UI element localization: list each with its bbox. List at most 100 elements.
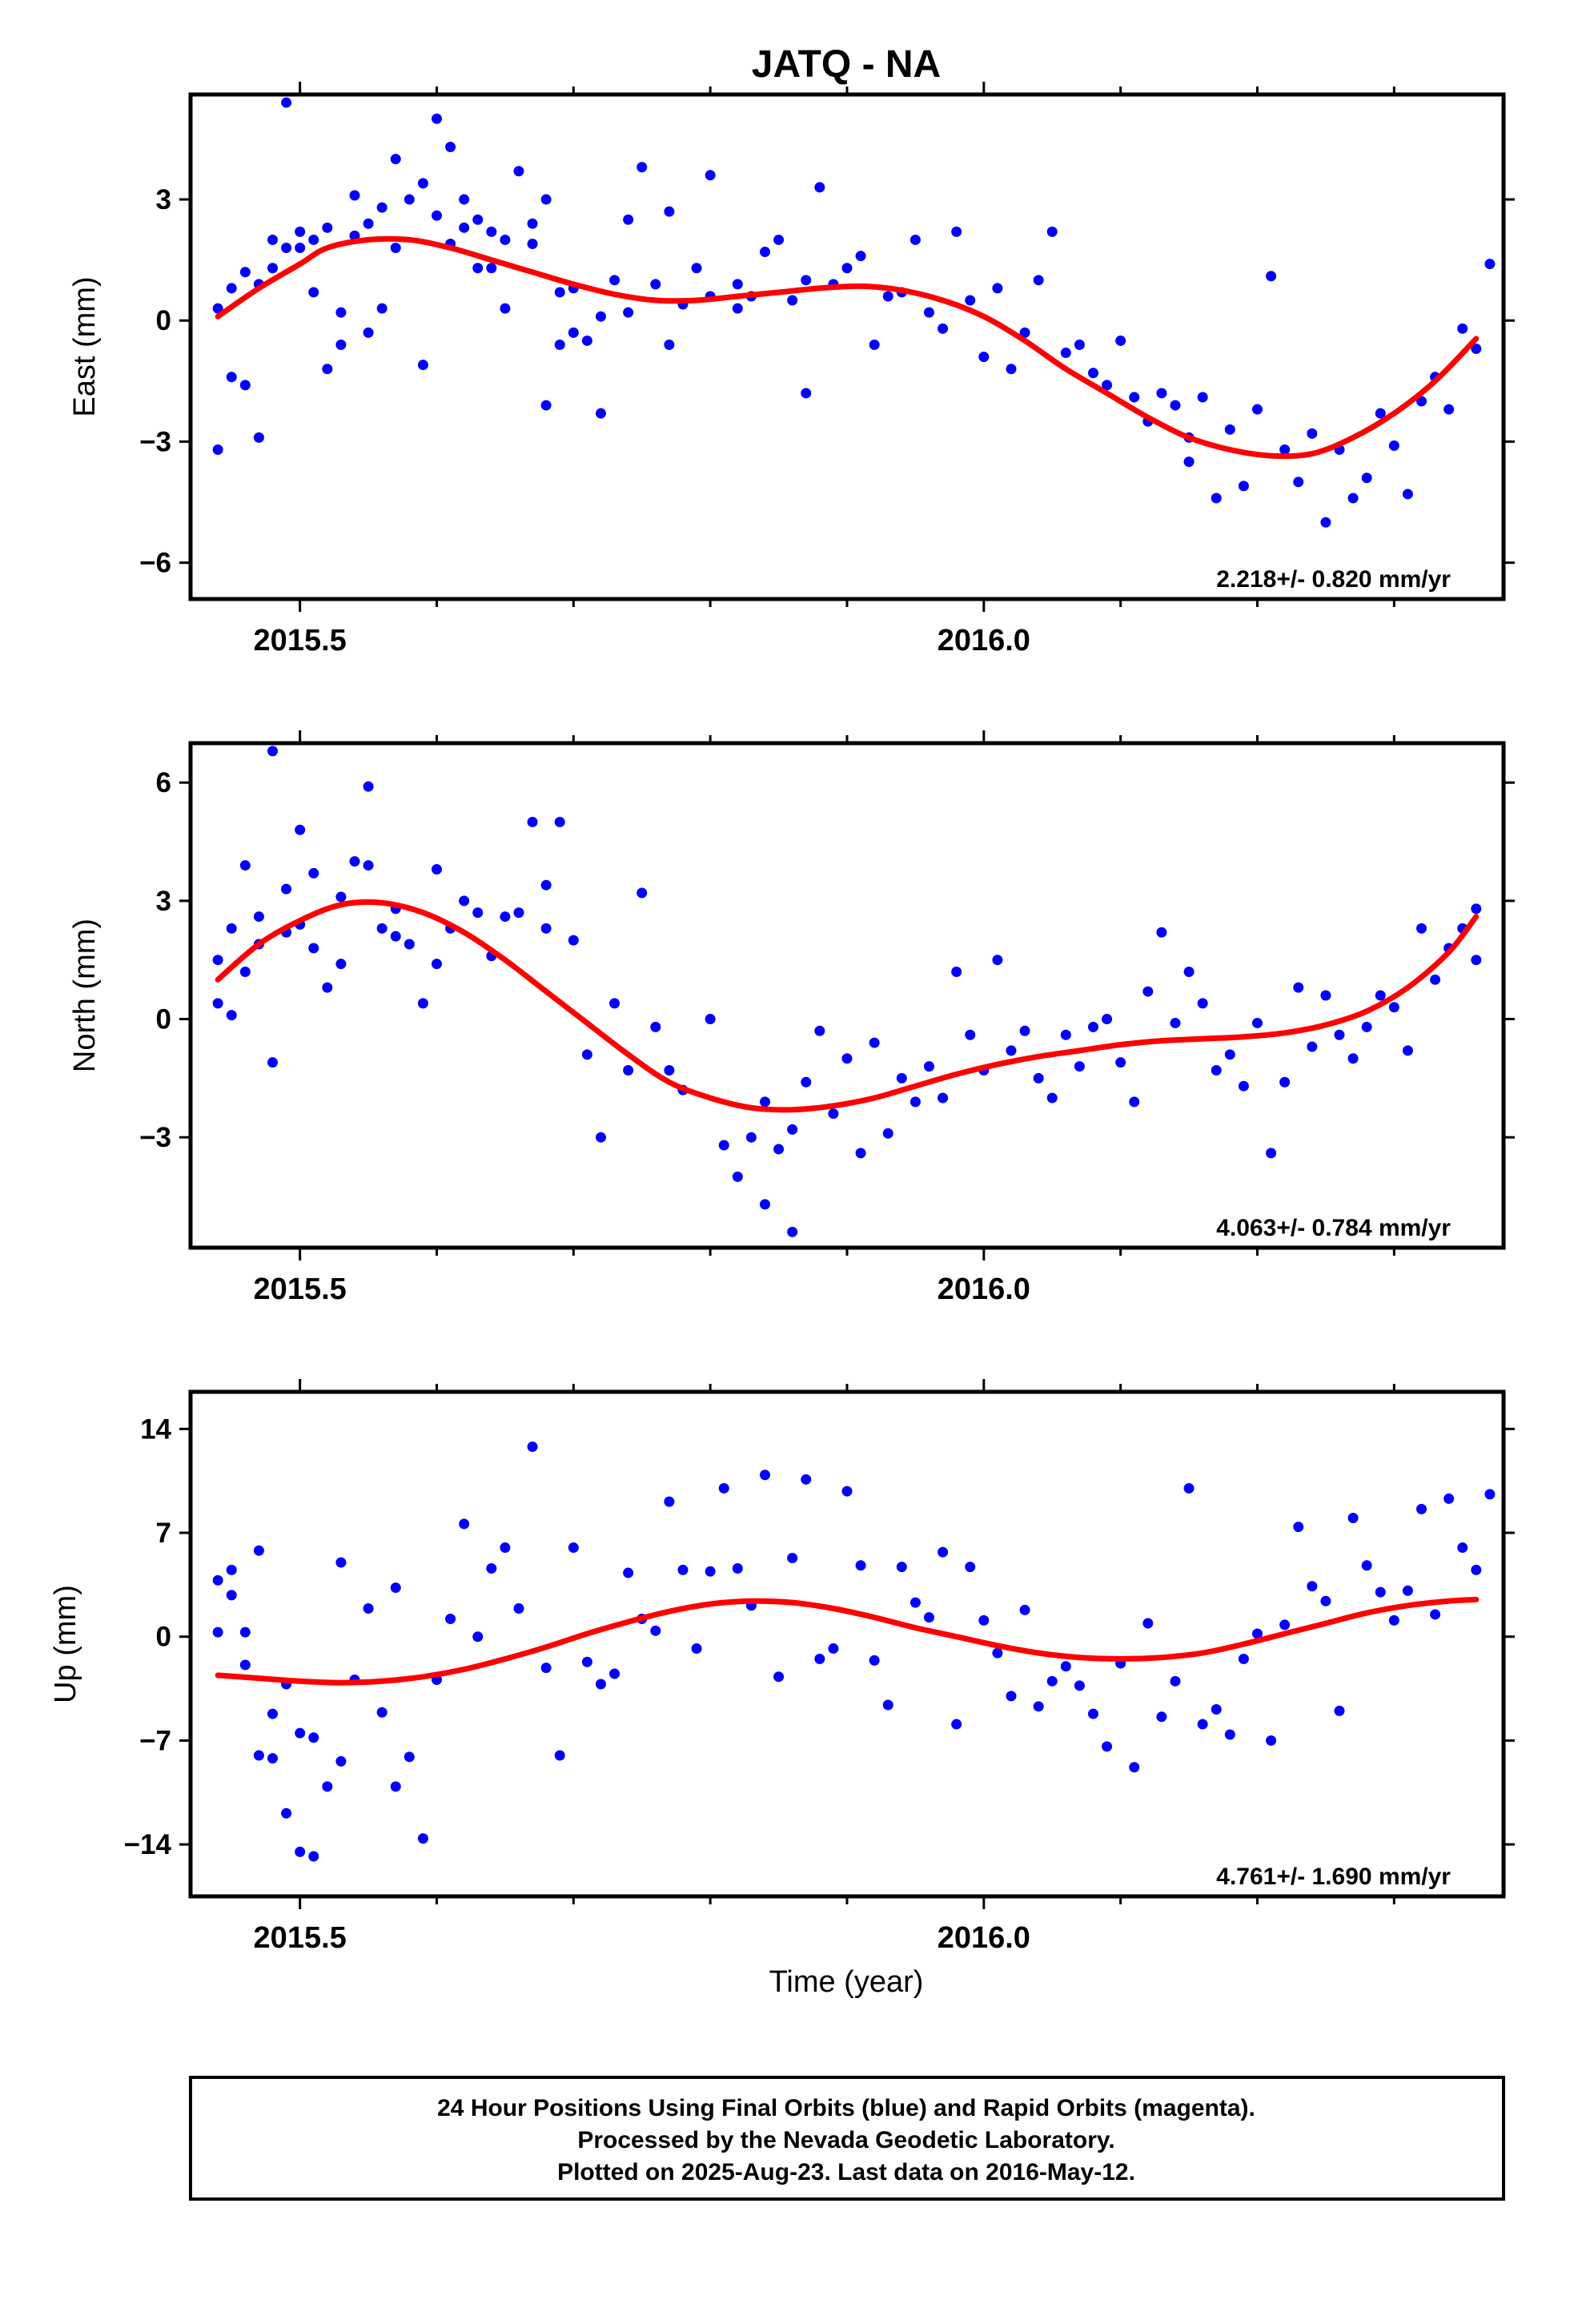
caption-line-2: Processed by the Nevada Geodetic Laborat… [577, 2127, 1114, 2153]
east-data-point [349, 190, 360, 201]
east-data-point [1443, 404, 1455, 415]
east-data-point [773, 234, 785, 245]
up-xtick-label: 2015.5 [254, 1921, 347, 1955]
up-ytick-label: −7 [139, 1725, 171, 1756]
up-data-point [1361, 1560, 1372, 1571]
up-data-point [308, 1851, 319, 1862]
up-data-point [1457, 1542, 1468, 1554]
north-data-point [295, 824, 306, 835]
north-data-point [1279, 1076, 1291, 1088]
north-data-point [581, 1049, 592, 1060]
east-data-point [432, 210, 442, 221]
north-data-point [432, 959, 442, 970]
east-data-point [1224, 424, 1235, 435]
up-data-point [1224, 1729, 1235, 1740]
north-data-point [404, 939, 415, 950]
up-data-point [239, 1659, 251, 1671]
north-data-point [992, 955, 1003, 966]
north-data-point [554, 816, 565, 827]
up-y-axis-label: Up (mm) [49, 1585, 82, 1703]
east-data-point [1471, 344, 1482, 355]
east-data-point [1088, 368, 1098, 379]
north-data-point [814, 1025, 825, 1036]
east-data-point [623, 214, 634, 225]
up-data-point [253, 1750, 264, 1761]
east-data-point [1252, 404, 1263, 415]
east-plot-frame [188, 92, 1506, 601]
up-plot-frame [188, 1389, 1506, 1899]
north-data-point [1238, 1080, 1249, 1092]
east-data-point [1416, 396, 1427, 407]
north-data-point [500, 911, 511, 923]
east-data-point [787, 295, 798, 306]
up-data-point [691, 1643, 702, 1655]
east-data-point [281, 97, 292, 108]
up-data-point [1443, 1493, 1455, 1504]
east-data-point [978, 352, 990, 363]
east-data-point [1375, 408, 1386, 419]
east-data-point [212, 303, 223, 314]
north-data-point [773, 1144, 785, 1155]
east-fit-curve [215, 235, 1480, 460]
north-data-point [896, 1072, 907, 1084]
east-data-point [390, 243, 401, 254]
north-data-point [267, 1057, 278, 1068]
north-data-point [253, 911, 264, 923]
north-data-point [1402, 1045, 1413, 1056]
up-data-point [814, 1654, 825, 1665]
east-data-point [841, 263, 853, 274]
up-data-point [1252, 1628, 1263, 1639]
east-data-point [554, 287, 565, 298]
up-data-point [1197, 1719, 1208, 1730]
east-data-point [882, 291, 893, 302]
north-data-point [951, 966, 962, 977]
north-data-point [363, 860, 374, 871]
up-data-point [1307, 1581, 1318, 1592]
up-data-point [773, 1671, 785, 1683]
east-xtick-label: 2015.5 [254, 624, 347, 657]
up-data-point [1088, 1708, 1098, 1719]
up-data-point [253, 1545, 264, 1556]
east-data-point [664, 206, 675, 217]
north-data-point [281, 883, 292, 895]
east-data-point [1293, 476, 1304, 488]
up-data-point [459, 1518, 470, 1530]
east-data-point [267, 234, 278, 245]
up-data-point [992, 1647, 1003, 1659]
east-data-point [760, 247, 770, 258]
north-data-point [1430, 974, 1441, 985]
up-data-point [1375, 1586, 1386, 1598]
up-data-point [281, 1807, 292, 1819]
up-data-point [540, 1663, 552, 1674]
north-data-point [417, 998, 428, 1009]
north-data-point [760, 1199, 770, 1210]
caption-line-1: 24 Hour Positions Using Final Orbits (bl… [437, 2095, 1255, 2121]
north-ytick-label: 6 [156, 767, 171, 798]
up-data-point [390, 1582, 401, 1594]
north-data-point [828, 1108, 839, 1120]
east-data-point [226, 283, 237, 294]
up-data-point [1006, 1691, 1017, 1702]
east-data-point [513, 166, 524, 177]
up-data-point [322, 1781, 333, 1792]
north-data-point [1224, 1049, 1235, 1060]
up-data-point [554, 1750, 565, 1761]
north-data-point [1033, 1072, 1044, 1084]
north-xtick-label: 2015.5 [254, 1273, 347, 1306]
up-data-point [1046, 1675, 1058, 1687]
east-data-point [801, 275, 812, 286]
east-data-point [404, 194, 415, 205]
east-data-point [581, 335, 592, 346]
east-data-point [267, 263, 278, 274]
east-data-point [295, 243, 306, 254]
up-points [212, 1441, 1496, 1862]
up-data-point [1142, 1618, 1154, 1629]
up-data-point [1416, 1503, 1427, 1514]
north-data-point [363, 781, 374, 792]
east-data-point [527, 218, 538, 229]
caption-line-3: Plotted on 2025-Aug-23. Last data on 201… [557, 2159, 1135, 2185]
east-data-point [335, 339, 347, 350]
up-data-point [1170, 1675, 1181, 1687]
east-data-point [308, 234, 319, 245]
east-data-point [322, 364, 333, 375]
